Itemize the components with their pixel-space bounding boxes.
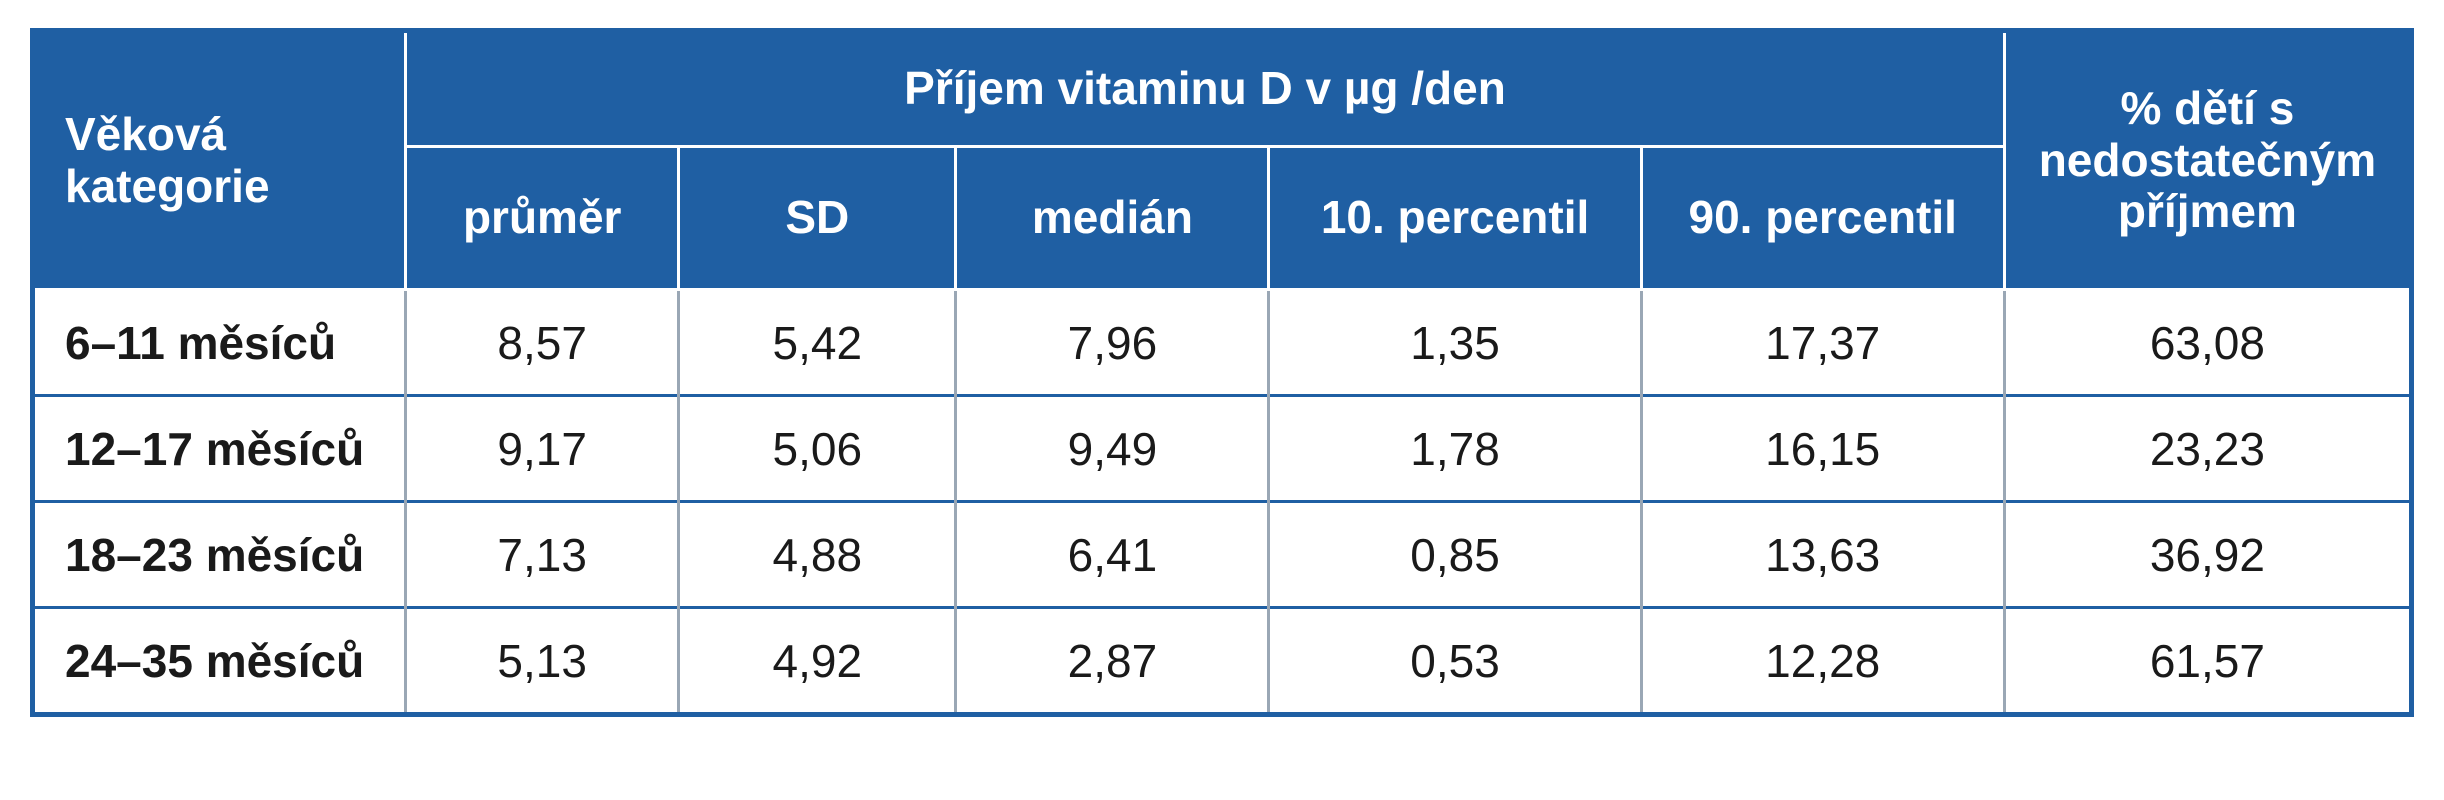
sd-cell: 5,42 xyxy=(677,289,958,396)
table-row: 12–17 měsíců 9,17 5,06 9,49 1,78 16,15 2… xyxy=(32,394,2412,502)
median-cell: 2,87 xyxy=(954,606,1271,715)
insufficient-share-cell: 23,23 xyxy=(2002,394,2412,502)
p90-cell: 13,63 xyxy=(1639,500,2006,608)
table-row: 6–11 měsíců 8,57 5,42 7,96 1,35 17,37 63… xyxy=(32,289,2412,396)
vitamin-d-intake-table: Věková kategorie Příjem vitaminu D v µg … xyxy=(30,28,2414,717)
insufficient-share-cell: 63,08 xyxy=(2002,289,2412,396)
age-cell: 18–23 měsíců xyxy=(32,500,408,608)
insufficient-share-cell: 61,57 xyxy=(2002,606,2412,715)
header-row-2: průměr SD medián 10. percentil 90. perce… xyxy=(33,145,2412,291)
p10-cell: 0,53 xyxy=(1267,606,1643,715)
age-cell: 24–35 měsíců xyxy=(32,606,408,715)
insufficient-share-cell: 36,92 xyxy=(2002,500,2412,608)
mean-cell: 9,17 xyxy=(404,394,681,502)
mean-cell: 8,57 xyxy=(404,289,681,396)
table-header: Věková kategorie Příjem vitaminu D v µg … xyxy=(32,30,2412,291)
p90-cell: 17,37 xyxy=(1639,289,2006,396)
column-header-p90: 90. percentil xyxy=(1639,145,2006,291)
mean-cell: 7,13 xyxy=(404,500,681,608)
median-cell: 7,96 xyxy=(954,289,1271,396)
column-header-mean: průměr xyxy=(404,145,681,291)
column-header-sd: SD xyxy=(677,145,958,291)
sd-cell: 4,92 xyxy=(677,606,958,715)
sd-cell: 5,06 xyxy=(677,394,958,502)
median-cell: 9,49 xyxy=(954,394,1271,502)
p90-cell: 12,28 xyxy=(1639,606,2006,715)
table-row: 18–23 měsíců 7,13 4,88 6,41 0,85 13,63 3… xyxy=(32,500,2412,608)
sd-cell: 4,88 xyxy=(677,500,958,608)
p10-cell: 1,78 xyxy=(1267,394,1643,502)
age-cell: 6–11 měsíců xyxy=(32,289,408,396)
header-row-1: Věková kategorie Příjem vitaminu D v µg … xyxy=(32,30,2412,291)
age-category-header: Věková kategorie xyxy=(32,30,408,291)
age-cell: 12–17 měsíců xyxy=(32,394,408,502)
p10-cell: 0,85 xyxy=(1267,500,1643,608)
mean-cell: 5,13 xyxy=(404,606,681,715)
table-row: 24–35 měsíců 5,13 4,92 2,87 0,53 12,28 6… xyxy=(32,606,2412,715)
p90-cell: 16,15 xyxy=(1639,394,2006,502)
intake-group-header: Příjem vitaminu D v µg /den xyxy=(404,30,2006,148)
median-cell: 6,41 xyxy=(954,500,1271,608)
table-body: 6–11 měsíců 8,57 5,42 7,96 1,35 17,37 63… xyxy=(32,289,2412,715)
insufficient-share-header: % dětí s nedostatečným příjmem xyxy=(2002,30,2412,291)
p10-cell: 1,35 xyxy=(1267,289,1643,396)
column-header-p10: 10. percentil xyxy=(1267,145,1643,291)
column-header-median: medián xyxy=(954,145,1271,291)
